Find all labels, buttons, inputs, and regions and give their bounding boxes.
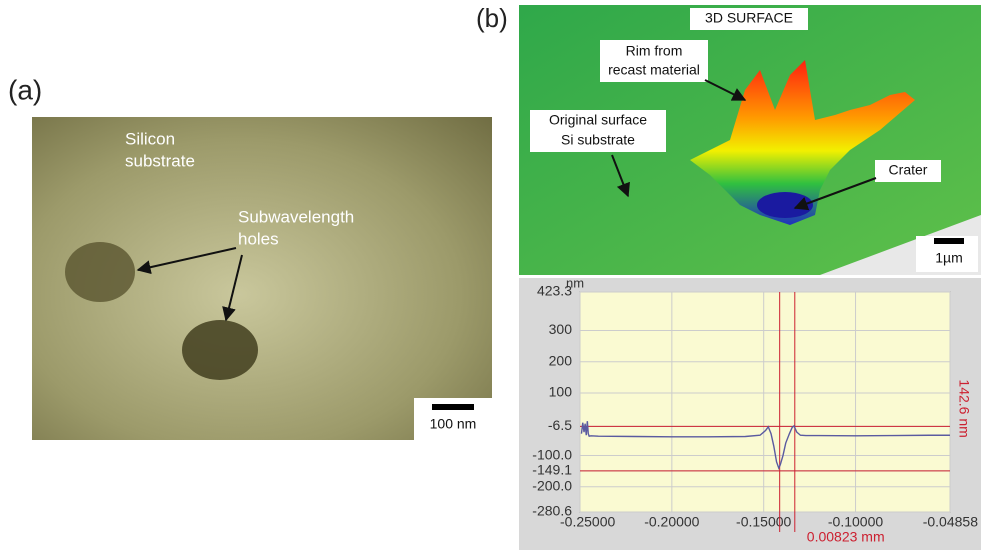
- x-tick-label: -0.25000: [560, 514, 615, 530]
- panel-label: (a): [8, 74, 42, 105]
- annotation: recast material: [608, 62, 700, 78]
- hole: [182, 320, 258, 380]
- x-tick-label: -0.04858: [923, 514, 978, 530]
- annotation: Crater: [889, 162, 928, 178]
- scale-bar: [934, 238, 964, 244]
- y-tick-label: -100.0: [532, 446, 572, 462]
- x-tick-label: -0.10000: [828, 514, 883, 530]
- annotation: Silicon: [125, 129, 175, 148]
- scale-bar: [432, 404, 474, 410]
- title: 3D SURFACE: [705, 10, 793, 26]
- y-tick-label: -6.5: [548, 417, 572, 433]
- width-annotation: 0.00823 mm: [807, 529, 885, 545]
- y-tick-label: -200.0: [532, 478, 572, 494]
- annotation: Si substrate: [561, 132, 635, 148]
- annotation: Original surface: [549, 112, 647, 128]
- plot-area: [580, 292, 950, 512]
- y-tick-label: -149.1: [532, 462, 572, 478]
- panel-label: (b): [476, 3, 508, 33]
- annotation: substrate: [125, 151, 195, 170]
- y-axis-label: nm: [566, 275, 584, 290]
- x-tick-label: -0.15000: [736, 514, 791, 530]
- scale-label: 1µm: [935, 250, 963, 266]
- y-tick-label: 300: [549, 321, 573, 337]
- x-tick-label: -0.20000: [644, 514, 699, 530]
- y-tick-label: 100: [549, 384, 573, 400]
- annotation: holes: [238, 229, 279, 248]
- height-annotation: 142.6 nm: [956, 379, 972, 437]
- figure: (a) Silicon substrate Subwavelength hole…: [0, 0, 981, 550]
- scale-label: 100 nm: [430, 416, 477, 432]
- annotation: Rim from: [626, 43, 683, 59]
- annotation: Subwavelength: [238, 207, 354, 226]
- y-tick-label: 200: [549, 352, 573, 368]
- hole: [65, 242, 135, 302]
